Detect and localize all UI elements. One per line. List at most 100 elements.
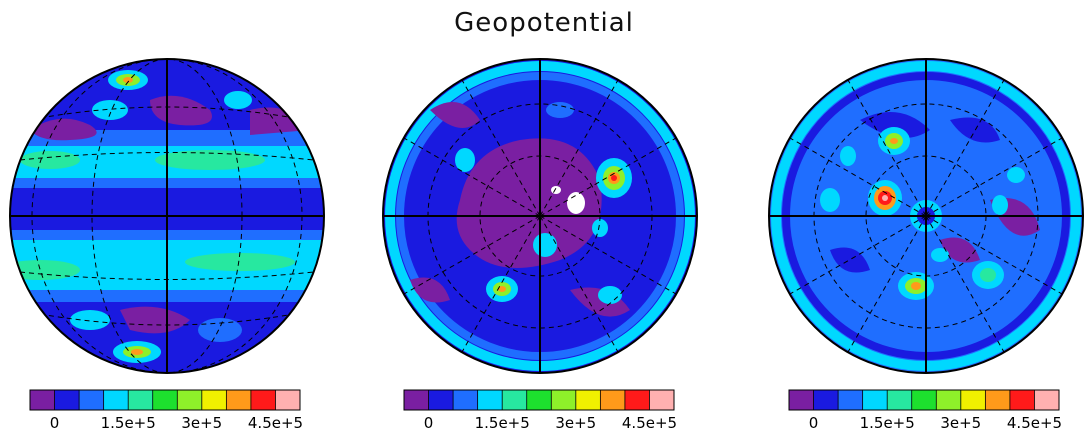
globe-3-low-region [940,237,980,263]
colorbar-swatch [79,390,104,410]
globe-1-band-blob [10,260,80,280]
colorbar-tick-label: 1.5e+5 [101,414,156,432]
globe-2-highs [546,102,574,118]
colorbar-swatch [936,390,962,410]
colorbar-swatch [624,390,650,410]
globe-1-outline [9,58,325,374]
globe-1-highs [92,100,128,120]
colorbar-swatch [453,390,478,410]
globe-3-hotspot [882,195,888,201]
globe-2-highs [592,219,608,237]
colorbar-frame [403,389,675,411]
globe-1-band [10,178,324,188]
colorbar-tick-label: 0 [809,414,819,432]
colorbar-3: 0 1.5e+5 3e+5 4.5e+5 [788,389,1062,432]
globe-2-highs [455,148,475,172]
colorbar-tick-label: 4.5e+5 [248,414,303,432]
globe-2-missing [567,192,585,214]
colorbars: 0 1.5e+5 3e+5 4.5e+5 0 1.5e+5 3e+5 4.5e+5 0 1.5e+… [29,389,1062,432]
globe-2-low-region [410,277,450,303]
globe-1-band-blob [185,253,295,271]
globe-2-hotspot [611,175,617,181]
globe-3-highs [931,248,949,262]
globe-3-highs [992,195,1008,215]
colorbar-swatch [575,390,601,410]
globe-1-highs [198,318,242,342]
colorbar-tick-label: 3e+5 [940,414,981,432]
globe-2-hotspot [498,286,506,292]
colorbar-swatch [1034,390,1060,410]
globe-1-band [10,290,324,302]
colorbar-frame [788,389,1060,411]
colorbar-tick-label: 1.5e+5 [860,414,915,432]
colorbar-swatch [201,390,227,410]
colorbar-tick-label: 3e+5 [555,414,596,432]
colorbar-frame [29,389,301,411]
colorbar-swatch [128,390,154,410]
globe-1-highs [70,310,110,330]
globe-1-low-region [250,107,310,135]
globe-1-band [10,230,324,240]
globe-3-outline [768,58,1084,374]
globe-2-low-region [430,102,480,128]
globe-1-low-region [150,95,212,126]
globe-panel-3 [768,58,1084,374]
colorbar-swatch [103,390,129,410]
globe-1-hotspot [131,349,143,355]
colorbar-swatch [960,390,986,410]
globe-2-low-region [456,138,602,268]
colorbar-tick-label: 4.5e+5 [622,414,677,432]
colorbar-swatch [985,390,1011,410]
colorbar-swatch [152,390,178,410]
colorbar-swatch [813,390,839,410]
globe-3-highs [840,146,856,166]
colorbar-tick-label: 0 [424,414,434,432]
colorbar-swatch [477,390,503,410]
colorbar-swatch [911,390,937,410]
globe-1-band-blob [20,151,80,169]
globe-2-outline [382,58,698,374]
globe-1-low-region [120,306,190,334]
colorbar-swatch [54,390,80,410]
colorbar-swatch [1009,390,1035,410]
globe-3-hotspot [890,138,898,144]
globe-1-hotspot [123,77,133,83]
colorbar-swatch [526,390,552,410]
globe-panel-2 [382,58,698,374]
colorbar-swatch [862,390,888,410]
globe-2-highs [533,233,557,257]
colorbar-tick-label: 3e+5 [181,414,222,432]
colorbar-swatch [789,390,814,410]
colorbar-swatch [551,390,577,410]
colorbar-swatch [600,390,626,410]
globe-3-low-region [950,117,1000,143]
colorbar-swatch [404,390,429,410]
colorbar-swatch [887,390,913,410]
globe-1-low-region [30,118,97,141]
globe-1-highs [224,91,252,109]
globe-2-missing [551,186,561,194]
colorbar-swatch [177,390,203,410]
colorbar-tick-label: 0 [50,414,60,432]
globe-2-highs [598,286,622,304]
globe-3-highs [1007,167,1025,183]
colorbar-2: 0 1.5e+5 3e+5 4.5e+5 [403,389,677,432]
colorbar-tick-label: 1.5e+5 [475,414,530,432]
globe-3-low-region [860,112,930,138]
colorbar-swatch [838,390,863,410]
colorbar-swatch [502,390,528,410]
colorbar-swatch [649,390,675,410]
globe-1-band-blob [155,150,265,170]
globe-3-highs [820,188,840,212]
chart-title: Geopotential [454,8,634,38]
colorbar-swatch [226,390,252,410]
colorbar-swatch [275,390,301,410]
colorbar-swatch [250,390,276,410]
globe-3-hotspot [911,282,921,290]
colorbar-swatch [428,390,454,410]
colorbar-swatch [30,390,55,410]
colorbar-tick-label: 4.5e+5 [1007,414,1062,432]
colorbar-1: 0 1.5e+5 3e+5 4.5e+5 [29,389,303,432]
globe-3-highs [980,268,996,282]
